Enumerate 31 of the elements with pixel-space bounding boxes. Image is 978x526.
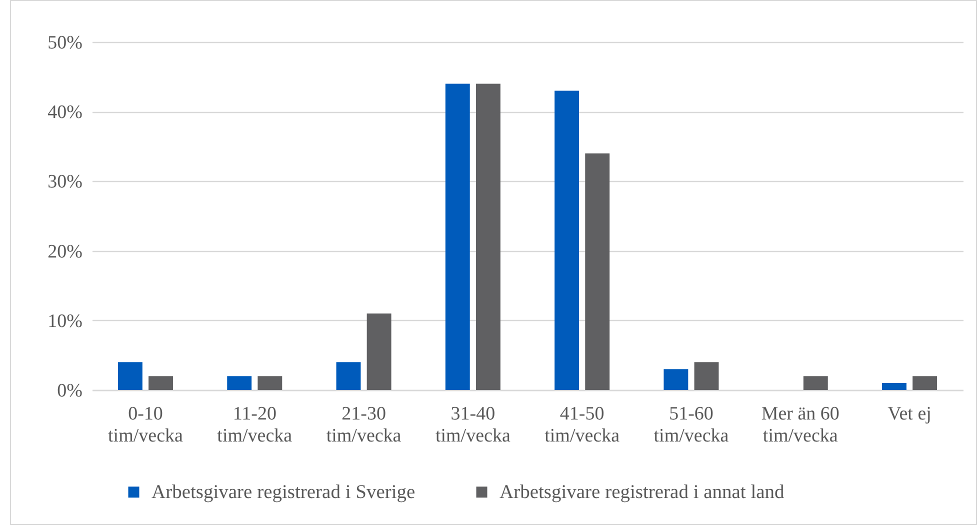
x-tick-label: 0-10 tim/vecka <box>108 404 184 446</box>
x-tick-label: 31-40 tim/vecka <box>435 404 511 446</box>
y-tick-label: 30% <box>48 172 83 193</box>
y-tick-label: 20% <box>48 241 83 262</box>
bar <box>118 362 142 390</box>
bar <box>445 84 470 390</box>
y-tick-label: 50% <box>48 32 83 54</box>
x-tick-label: 11-20 tim/vecka <box>217 404 293 446</box>
bar <box>585 153 610 390</box>
bar <box>882 383 906 390</box>
bar <box>803 376 828 390</box>
bar <box>336 362 361 390</box>
y-tick-label: 0% <box>57 380 83 402</box>
y-tick-label: 40% <box>48 102 83 124</box>
bar <box>694 362 719 390</box>
x-tick-label: Mer än 60 tim/vecka <box>761 404 840 446</box>
legend-label: Arbetsgivare registrerad i Sverige <box>152 482 416 504</box>
x-tick-label: 51-60 tim/vecka <box>654 404 730 446</box>
bar <box>258 376 282 390</box>
x-tick-label: 41-50 tim/vecka <box>544 404 620 446</box>
bar <box>227 376 252 390</box>
legend-label: Arbetsgivare registrerad i annat land <box>500 482 785 504</box>
bar <box>148 376 173 390</box>
bar <box>554 90 580 390</box>
bar <box>366 313 392 390</box>
x-tick-label: 21-30 tim/vecka <box>326 404 402 446</box>
bar <box>664 369 688 390</box>
y-tick-label: 10% <box>48 310 83 332</box>
bar <box>912 376 938 390</box>
x-tick-label: Vet ej <box>888 404 932 424</box>
bar <box>476 84 500 390</box>
